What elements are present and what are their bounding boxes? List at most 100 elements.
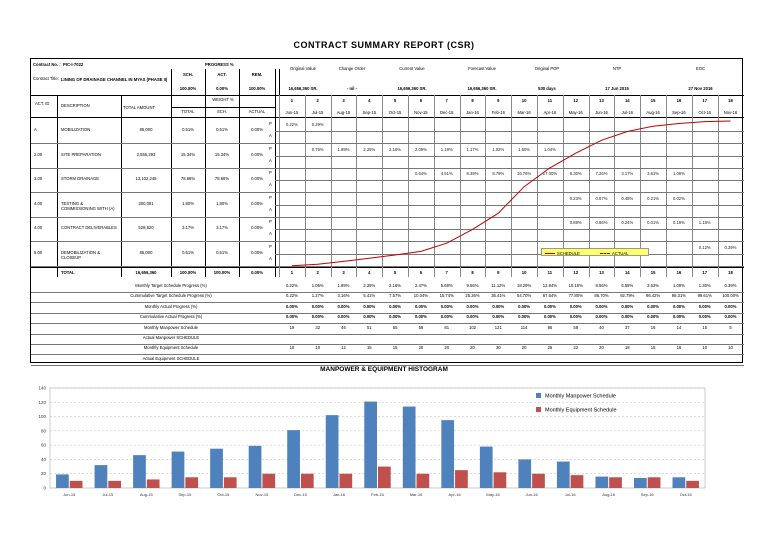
period-number: 10 [521,98,527,103]
summary-row-value: 67.64% [542,293,557,299]
original-value: 16,656,360 SR. [288,86,318,91]
period-month: Jun-15 [285,110,299,115]
activity-id: 5.00 [34,249,43,255]
actual-head: ACTUAL [248,109,266,114]
equipment-bar [609,477,622,488]
manpower-bar [633,478,647,488]
summary-row-value: 81 [444,324,450,330]
summary-row-value: 59 [418,324,424,330]
summary-row-value: 12.94% [542,283,557,288]
manpower-bar [595,476,609,488]
summary-row-value: 0.00% [492,303,505,309]
x-tick-label: Mar-16 [410,492,423,497]
sch-label: SCH. [182,72,193,77]
total-act: 0.00% [251,270,263,275]
period-month: Jun-16 [595,110,608,115]
x-tick-label: Aug-16 [602,492,616,497]
planned-percent: 3.61% [647,171,660,176]
planned-percent: 0.01% [647,220,660,225]
row-divider [31,192,744,193]
summary-row-value: 121 [494,324,502,330]
manpower-bar [325,415,339,488]
activity-weight-total: 0.51% [182,127,194,132]
planned-percent: 0.39% [724,244,737,250]
summary-row-label: Monthly Target Schedule Progress (%) [135,283,207,288]
planned-percent: 0.24% [621,220,634,225]
current-value: 16,656,360 SR. [397,86,427,91]
summary-row-value: 0.00% [414,303,427,309]
equipment-bar [108,480,122,488]
period-number: 3 [342,98,345,103]
summary-row-value: 0.00% [363,303,376,309]
summary-row-value: 0.00% [595,303,608,309]
summary-row-value: 10.16% [568,283,583,288]
planned-percent: 2.09% [414,146,427,152]
activity-weight-sch: 78.66% [214,176,230,181]
eoc-value: 27 Nov 2016 [688,86,713,91]
legend-swatch [536,393,541,398]
activity-weight-total: 78.66% [180,176,196,181]
summary-row-value: 0.00% [518,314,531,320]
plot-area [49,387,706,489]
summary-row-value: 0.00% [518,303,531,309]
x-tick-label: Jul-16 [565,492,577,497]
summary-row-value: 18.29% [516,283,532,288]
activity-amount: 528,820 [138,225,154,230]
act-value: 0.00% [216,86,228,91]
period-number-bottom: 17 [702,270,708,275]
equipment-bar [686,480,699,488]
summary-row-value: 0.00% [311,314,324,320]
summary-row-value: 10 [728,345,733,351]
planned-percent: 8.39% [466,171,479,176]
period-month: Feb-16 [491,110,505,115]
summary-row-value: 15.74% [439,293,454,299]
summary-row-label: Cummulative Actual Progress (%) [139,314,203,320]
activity-weight-actual: 0.00% [251,200,263,206]
activity-description: SITE PREPARATION [61,151,101,157]
summary-row-value: 9.56% [466,283,479,288]
forecast-value: 16,656,360 SR. [467,86,497,91]
summary-row-value: 0.00% [672,303,685,309]
x-tick-label: Oct-15 [217,492,230,497]
summary-row-value: 0.22% [285,283,298,288]
planned-percent: 1.17% [466,146,479,152]
activity-description: MOBILIZATION [61,127,91,132]
summary-row-value: 19 [289,324,295,330]
activity-amount: 300,001 [138,200,154,206]
x-tick-label: Jun-16 [526,492,539,497]
summary-row-value: 36.41% [491,293,506,299]
summary-row-value: 54.70% [516,293,532,299]
summary-row-value: 1.30% [698,283,711,288]
period-divider [330,95,332,277]
total-head: TOTAL [181,109,195,114]
planned-percent: 16.76% [516,171,532,176]
period-month: Sep-16 [672,110,686,115]
summary-row-label: Cummulative Target Schedule Progress (%) [130,293,212,299]
ntp-head: NTP [612,66,622,71]
planned-percent: 0.64% [414,171,427,176]
y-tick-label: 0 [43,486,46,491]
legend-label: Monthly Equipment Schedule [545,408,617,414]
row-divider [31,265,744,267]
summary-row-value: 0.00% [543,314,556,320]
summary-row-value: 25 [547,345,553,351]
summary-row-value: 0.00% [337,303,350,309]
actual-row-marker: A [269,133,272,138]
summary-row-value: 0.00% [414,314,427,320]
summary-row-value: 96.42% [645,293,661,299]
equipment-bar [262,473,276,488]
manpower-bar [441,420,455,488]
period-divider [717,95,719,277]
summary-row-divider [31,291,744,293]
period-divider [408,95,409,277]
period-month: Aug-15 [336,110,351,115]
x-tick-label: Feb-16 [371,492,384,497]
activity-amount: 85,000 [139,127,153,132]
period-number-bottom: 2 [316,270,319,275]
summary-row-divider [31,302,744,304]
summary-row-value: 102 [468,324,476,330]
summary-row-value: 1.09% [672,283,685,288]
summary-row-value: 0.00% [621,314,634,320]
period-number: 1 [290,98,294,103]
